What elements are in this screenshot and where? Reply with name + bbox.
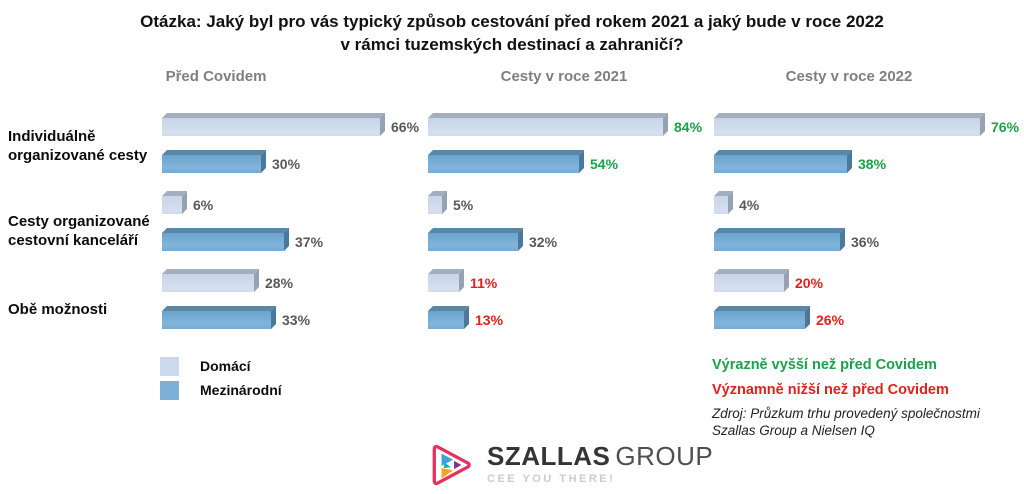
- row-label-individualni: Individuálně organizované cesty: [8, 128, 148, 164]
- legend-item-domaci: Domácí: [160, 356, 282, 376]
- chart-title-line2: v rámci tuzemských destinací a zahraničí…: [340, 35, 684, 54]
- bar-value-label: 32%: [529, 234, 558, 250]
- bar-value-label: 30%: [272, 156, 301, 172]
- row-label-obe-moznosti: Obě možnosti: [8, 301, 108, 318]
- bar-international: [428, 228, 523, 251]
- logo-text: SZALLAS GROUP CEE YOU THERE!: [487, 443, 713, 485]
- source-line2: Szallas Group a Nielsen IQ: [712, 423, 875, 438]
- bar-domestic: [714, 113, 985, 136]
- bar-value-label: 38%: [858, 156, 887, 172]
- logo-brand-name: SZALLAS GROUP: [487, 443, 713, 469]
- bar-domestic: [714, 269, 789, 292]
- bar-international: [428, 306, 469, 329]
- bar-value-label: 5%: [453, 197, 474, 213]
- bar-domestic: [162, 191, 187, 214]
- chart-title: Otázka: Jaký byl pro vás typický způsob …: [0, 10, 1024, 56]
- source-line1: Zdroj: Průzkum trhu provedený společnost…: [712, 406, 980, 421]
- bar-value-label: 76%: [991, 119, 1020, 135]
- bar-international: [714, 228, 845, 251]
- bar-domestic: [428, 113, 668, 136]
- bar-value-label: 37%: [295, 234, 324, 250]
- legend-swatch-domaci-icon: [160, 356, 179, 376]
- bar-international: [714, 150, 852, 173]
- bar-domestic: [428, 269, 464, 292]
- logo-tagline: CEE YOU THERE!: [487, 473, 616, 485]
- bar-value-label: 54%: [590, 156, 619, 172]
- szallas-group-logo: SZALLAS GROUP CEE YOU THERE!: [427, 440, 713, 490]
- legend-item-mezinarodni: Mezinárodní: [160, 380, 282, 400]
- bar-value-label: 4%: [739, 197, 760, 213]
- bar-international: [162, 306, 276, 329]
- logo-brand-bold: SZALLAS: [487, 441, 611, 471]
- logo-brand-light: GROUP: [615, 441, 714, 471]
- bar-value-label: 20%: [795, 275, 824, 291]
- bar-value-label: 66%: [391, 119, 420, 135]
- column-header-pred-covidem: Před Covidem: [165, 68, 267, 85]
- bar-international: [714, 306, 810, 329]
- play-triangle-logo-icon: [432, 444, 471, 486]
- bar-value-label: 28%: [265, 275, 294, 291]
- bar-value-label: 36%: [851, 234, 880, 250]
- bar-value-label: 11%: [470, 275, 498, 291]
- bar-value-label: 33%: [282, 312, 311, 328]
- legend-label-domaci: Domácí: [200, 358, 251, 374]
- bar-domestic: [428, 191, 447, 214]
- bar-value-label: 6%: [193, 197, 214, 213]
- source-note: Zdroj: Průzkum trhu provedený společnost…: [712, 405, 980, 439]
- bar-international: [162, 228, 289, 251]
- annotation-lower: Významně nižší než před Covidem: [712, 382, 949, 398]
- column-header-cesty-2022: Cesty v roce 2022: [785, 68, 913, 85]
- bar-international: [428, 150, 584, 173]
- bar-value-label: 13%: [475, 312, 504, 328]
- bar-domestic: [714, 191, 733, 214]
- legend-label-mezinarodni: Mezinárodní: [200, 382, 282, 398]
- legend: Domácí Mezinárodní: [160, 356, 282, 404]
- bar-value-label: 26%: [816, 312, 845, 328]
- bar-domestic: [162, 113, 385, 136]
- bar-value-label: 84%: [674, 119, 703, 135]
- annotation-higher: Výrazně vyšší než před Covidem: [712, 357, 937, 373]
- bar-domestic: [162, 269, 259, 292]
- bar-international: [162, 150, 266, 173]
- row-label-cestovni-kancelar: Cesty organizované cestovní kanceláří: [8, 213, 150, 249]
- legend-swatch-mezinarodni-icon: [160, 380, 179, 400]
- column-header-cesty-2021: Cesty v roce 2021: [500, 68, 628, 85]
- chart-title-line1: Otázka: Jaký byl pro vás typický způsob …: [140, 12, 884, 31]
